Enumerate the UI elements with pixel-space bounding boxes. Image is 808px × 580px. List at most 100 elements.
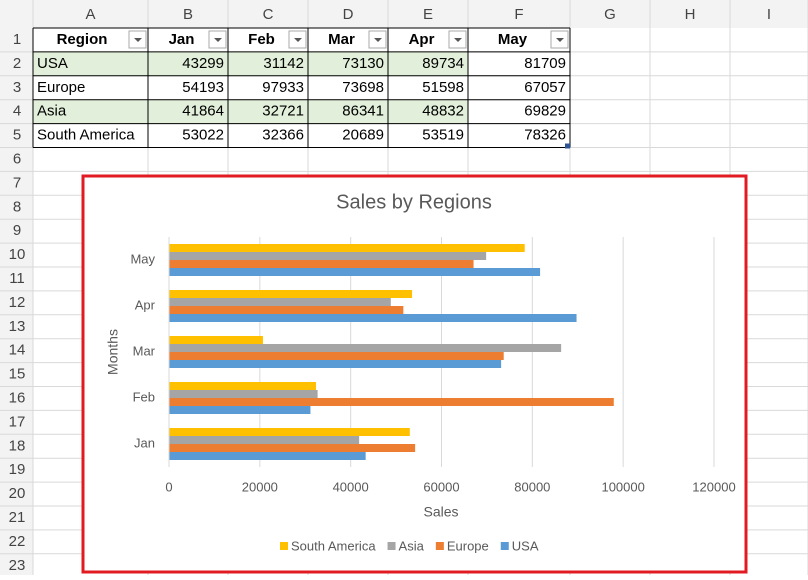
chart-area[interactable] bbox=[81, 174, 748, 574]
row-header[interactable]: 16 bbox=[9, 389, 26, 406]
row-header[interactable]: 7 bbox=[13, 174, 21, 191]
table-cell[interactable]: USA bbox=[37, 55, 68, 72]
legend-swatch bbox=[387, 542, 396, 550]
y-tick-label: Jan bbox=[134, 435, 155, 450]
row-header[interactable]: 18 bbox=[9, 437, 26, 454]
table-header: Apr bbox=[409, 31, 435, 48]
column-header[interactable]: B bbox=[183, 6, 193, 23]
row-header[interactable]: 12 bbox=[9, 294, 26, 311]
row-header[interactable]: 5 bbox=[13, 127, 21, 144]
column-header[interactable]: F bbox=[514, 6, 523, 23]
table-cell[interactable]: 32366 bbox=[262, 127, 304, 144]
legend-label: USA bbox=[512, 538, 539, 553]
bar bbox=[169, 314, 577, 322]
bar bbox=[169, 406, 311, 414]
row-header[interactable]: 23 bbox=[9, 557, 26, 574]
row-header[interactable]: 21 bbox=[9, 509, 26, 526]
x-tick-label: 0 bbox=[165, 479, 172, 494]
table-cell[interactable]: 73130 bbox=[342, 55, 384, 72]
table-cell[interactable]: 86341 bbox=[342, 103, 384, 120]
table-cell[interactable]: 67057 bbox=[524, 79, 566, 96]
table-cell[interactable]: 53022 bbox=[182, 127, 224, 144]
row-header[interactable]: 6 bbox=[13, 150, 21, 167]
row-header[interactable]: 17 bbox=[9, 413, 26, 430]
bar bbox=[169, 290, 413, 298]
bar bbox=[169, 352, 504, 360]
table-cell[interactable]: 54193 bbox=[182, 79, 224, 96]
row-header[interactable]: 11 bbox=[9, 270, 25, 287]
table-cell[interactable]: 31142 bbox=[263, 55, 304, 72]
table-cell[interactable]: 78326 bbox=[524, 127, 566, 144]
column-header[interactable]: E bbox=[423, 6, 433, 23]
row-header[interactable]: 9 bbox=[13, 222, 21, 239]
column-header[interactable]: A bbox=[85, 6, 95, 23]
row-header[interactable]: 4 bbox=[13, 103, 21, 120]
column-header[interactable]: D bbox=[343, 6, 354, 23]
row-header-bar bbox=[0, 0, 33, 575]
band-row bbox=[33, 99, 468, 124]
chart-title: Sales by Regions bbox=[336, 191, 492, 213]
bar bbox=[169, 268, 541, 276]
bar bbox=[169, 298, 391, 306]
filter-arrow bbox=[454, 38, 462, 42]
y-axis-title: Months bbox=[105, 329, 121, 375]
bar bbox=[169, 360, 502, 368]
row-header[interactable]: 15 bbox=[9, 366, 26, 383]
x-tick-label: 100000 bbox=[601, 479, 644, 494]
legend-swatch bbox=[500, 542, 509, 550]
filter-arrow bbox=[294, 38, 302, 42]
bar bbox=[169, 390, 318, 398]
y-tick-label: Feb bbox=[133, 389, 155, 404]
table-cell[interactable]: 51598 bbox=[422, 79, 464, 96]
filter-arrow bbox=[214, 38, 222, 42]
table-cell[interactable]: 48832 bbox=[422, 103, 464, 120]
row-header[interactable]: 10 bbox=[9, 246, 26, 263]
y-tick-label: Apr bbox=[135, 297, 156, 312]
row-header[interactable]: 22 bbox=[9, 533, 26, 550]
table-cell[interactable]: 41864 bbox=[182, 103, 224, 120]
x-axis-title: Sales bbox=[423, 504, 458, 520]
row-header[interactable]: 20 bbox=[9, 485, 26, 502]
table-cell[interactable]: 81709 bbox=[524, 55, 566, 72]
row-header[interactable]: 1 bbox=[13, 31, 21, 48]
table-header: May bbox=[498, 31, 528, 48]
x-tick-label: 40000 bbox=[333, 479, 369, 494]
table-cell[interactable]: 32721 bbox=[262, 103, 304, 120]
legend-label: South America bbox=[291, 538, 376, 553]
x-tick-label: 60000 bbox=[423, 479, 459, 494]
table-header: Jan bbox=[169, 31, 195, 48]
column-header[interactable]: C bbox=[263, 6, 274, 23]
row-header[interactable]: 19 bbox=[9, 461, 26, 478]
bar bbox=[169, 252, 487, 260]
column-header[interactable]: G bbox=[604, 6, 616, 23]
legend-swatch bbox=[435, 542, 444, 550]
table-cell[interactable]: Asia bbox=[37, 103, 67, 120]
table-cell[interactable]: 73698 bbox=[342, 79, 384, 96]
table-cell[interactable]: South America bbox=[37, 127, 135, 144]
column-header-bar bbox=[0, 0, 808, 28]
bar bbox=[169, 428, 410, 436]
table-cell[interactable]: 53519 bbox=[422, 127, 464, 144]
table-cell[interactable]: 97933 bbox=[262, 79, 304, 96]
column-header[interactable]: H bbox=[685, 6, 696, 23]
filter-arrow bbox=[556, 38, 564, 42]
x-tick-label: 120000 bbox=[692, 479, 735, 494]
row-header[interactable]: 13 bbox=[9, 318, 26, 335]
row-header[interactable]: 2 bbox=[13, 55, 21, 72]
legend-label: Europe bbox=[447, 538, 489, 553]
table-cell[interactable]: 89734 bbox=[422, 55, 464, 72]
table-cell[interactable]: 69829 bbox=[524, 103, 566, 120]
filter-arrow bbox=[374, 38, 382, 42]
x-tick-label: 80000 bbox=[514, 479, 550, 494]
x-tick-label: 20000 bbox=[242, 479, 278, 494]
table-cell[interactable]: Europe bbox=[37, 79, 85, 96]
table-cell[interactable]: 20689 bbox=[342, 127, 384, 144]
bar bbox=[169, 336, 263, 344]
fill-handle bbox=[565, 143, 570, 149]
row-header[interactable]: 14 bbox=[9, 342, 26, 359]
row-header[interactable]: 3 bbox=[13, 79, 21, 96]
column-header[interactable]: I bbox=[767, 6, 771, 23]
row-header[interactable]: 8 bbox=[13, 198, 21, 215]
table-cell[interactable]: 43299 bbox=[182, 55, 224, 72]
